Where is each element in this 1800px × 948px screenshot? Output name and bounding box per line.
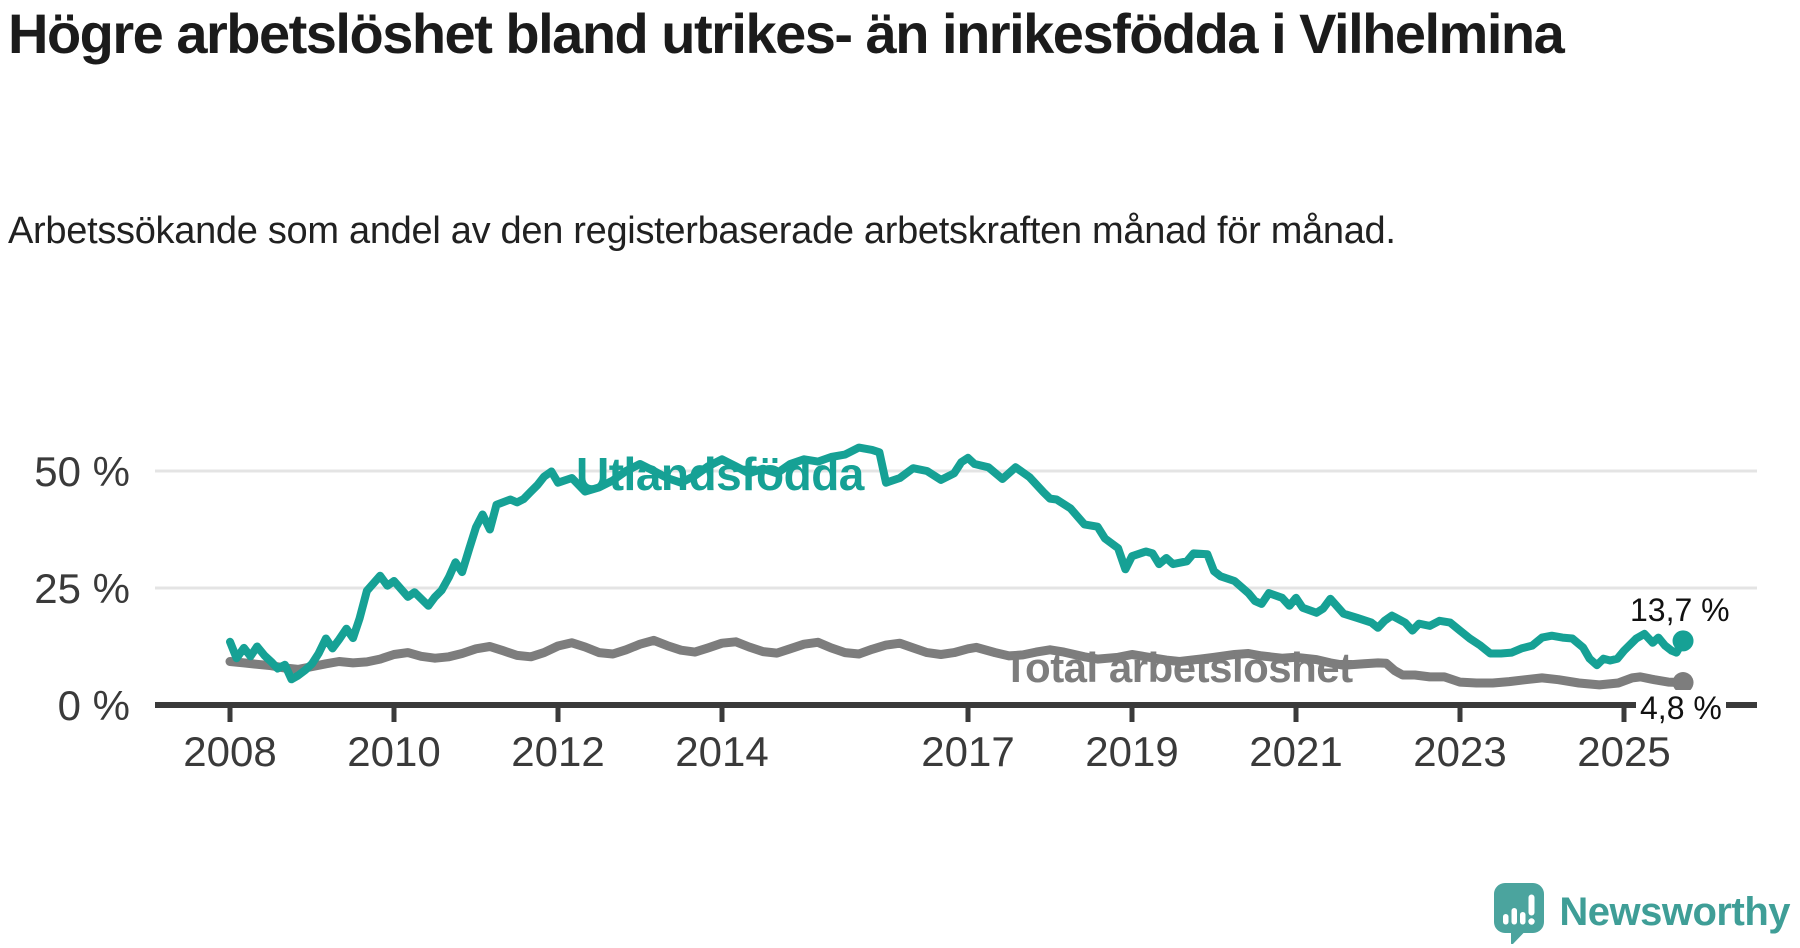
x-axis-label: 2017 <box>921 728 1014 775</box>
series-label-utlandsfodda: Utlandsfödda <box>576 448 864 500</box>
newsworthy-logo-icon <box>1494 883 1545 944</box>
line-total-arbetsloshet <box>225 635 1688 690</box>
chart-subtitle: Arbetssökande som andel av den registerb… <box>8 210 1396 252</box>
x-axis-label: 2021 <box>1249 728 1342 775</box>
x-axis-label: 2012 <box>511 728 604 775</box>
newsworthy-logo: Newsworthy <box>1492 881 1790 944</box>
x-axis-label: 2014 <box>675 728 768 775</box>
x-axis-label: 2008 <box>183 728 276 775</box>
y-axis-label: 25 % <box>34 565 130 612</box>
x-axis-label: 2023 <box>1413 728 1506 775</box>
page-title: Högre arbetslöshet bland utrikes- än inr… <box>8 2 1565 65</box>
end-value-label-total: 4,8 % <box>1636 690 1726 727</box>
x-axis-label: 2010 <box>347 728 440 775</box>
end-point-dot <box>1672 672 1694 694</box>
x-axis-label: 2025 <box>1577 728 1670 775</box>
y-axis-label: 50 % <box>34 448 130 495</box>
end-value-label-utlandsfodda: 13,7 % <box>1630 592 1730 628</box>
end-point-dot <box>1672 630 1694 652</box>
x-axis-label: 2019 <box>1085 728 1178 775</box>
series-label-total-arbetsloshet: Total arbetslöshet <box>1003 644 1353 691</box>
y-axis-label: 0 % <box>58 682 130 729</box>
line-utlandsfodda <box>226 443 1687 684</box>
newsworthy-logo-text: Newsworthy <box>1559 890 1790 934</box>
